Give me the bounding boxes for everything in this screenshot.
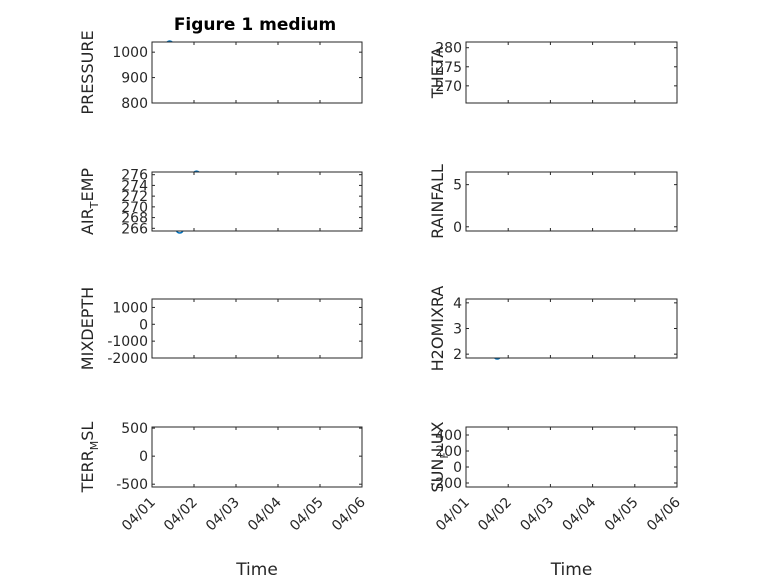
- axes-frame: [151, 298, 363, 359]
- ytick-label: 270: [121, 200, 148, 216]
- axes-frame: [151, 171, 363, 232]
- y-axis-label-part: SUN: [428, 459, 447, 493]
- xtick-label: 04/04: [245, 494, 285, 534]
- axes-frame: [151, 41, 363, 104]
- x-axis-label: Time: [550, 560, 593, 580]
- ytick-label: 1000: [112, 300, 148, 316]
- xtick-label: 04/03: [517, 495, 557, 535]
- x-axis-label: Time: [235, 560, 278, 580]
- axes-frame: [465, 298, 678, 359]
- y-axis-label: PRESSURE: [78, 30, 97, 114]
- subplot-pressure: 800 900 1000 PRESSURE: [78, 30, 363, 115]
- y-axis-label: MIXDEPTH: [78, 287, 97, 370]
- subplot-rainfall: 0 5 RAINFALL: [428, 164, 678, 239]
- ytick-label: 2: [453, 347, 462, 363]
- xtick-label: 04/02: [475, 495, 515, 535]
- subplot-h2omixra: 2 3 4 H2OMIXRA: [428, 286, 678, 372]
- ytick-label: 5: [453, 178, 462, 194]
- y-axis-label-part: SL: [78, 422, 97, 441]
- xtick-label: 04/05: [287, 495, 327, 535]
- ytick-label: 280: [435, 41, 462, 57]
- axes-frame: [151, 426, 363, 488]
- figure-title: Figure 1 medium: [174, 15, 336, 35]
- ytick-label: 276: [121, 168, 148, 184]
- ytick-label: 500: [121, 421, 148, 437]
- y-axis-label-subscript: T: [88, 201, 101, 209]
- ytick-label: 268: [121, 211, 148, 227]
- ytick-label: 0: [453, 460, 462, 476]
- ytick-label: 270: [435, 79, 462, 95]
- xtick-label: 04/06: [329, 494, 369, 534]
- ytick-label: 274: [121, 178, 148, 194]
- y-axis-label-part: TERR: [78, 450, 97, 493]
- ytick-label: 400: [435, 428, 462, 444]
- ytick-label: 200: [435, 444, 462, 460]
- axes-frame: [465, 171, 678, 232]
- axes-frame: [465, 426, 678, 488]
- y-axis-label: TERRMSL: [78, 422, 101, 494]
- ytick-label: 1000: [112, 45, 148, 61]
- xtick-label: 04/04: [560, 494, 600, 534]
- y-axis-label: THETA: [428, 47, 447, 99]
- xtick-label: 04/03: [203, 495, 243, 535]
- ytick-label: 266: [121, 221, 148, 237]
- ytick-label: 275: [435, 60, 462, 76]
- y-axis-label-subscript: M: [88, 441, 101, 451]
- y-axis-label-subscript: F: [438, 452, 451, 458]
- y-axis-label-part: LUX: [428, 421, 447, 452]
- ytick-label: 0: [139, 449, 148, 465]
- xtick-label: 04/05: [602, 495, 642, 535]
- ytick-label: -2000: [107, 351, 148, 367]
- ytick-label: 272: [121, 189, 148, 205]
- y-axis-label: SUNFLUX: [428, 421, 451, 492]
- y-axis-label: AIRTEMP: [78, 168, 101, 235]
- ytick-label: 900: [121, 71, 148, 87]
- ytick-label: -200: [430, 476, 462, 492]
- xtick-label: 04/01: [119, 495, 159, 535]
- ytick-label: -1000: [107, 334, 148, 350]
- y-axis-label-part: AIR: [78, 208, 97, 235]
- ytick-label: 4: [453, 296, 462, 312]
- y-axis-label: H2OMIXRA: [428, 286, 447, 372]
- axes-frame: [465, 41, 678, 104]
- ytick-label: 0: [453, 220, 462, 236]
- ytick-label: 3: [453, 322, 462, 338]
- xtick-label: 04/02: [161, 495, 201, 535]
- ytick-label: -500: [116, 477, 148, 493]
- y-axis-label: RAINFALL: [428, 164, 447, 239]
- subplot-terr_msl: -500 0 500 04/01 04/02 04/03 04/04 04/05 04/06 Ti…: [78, 421, 369, 580]
- ytick-label: 800: [121, 96, 148, 112]
- xtick-label: 04/06: [644, 494, 684, 534]
- xtick-label: 04/01: [433, 495, 473, 535]
- ytick-label: 0: [139, 317, 148, 333]
- y-axis-label-part: EMP: [78, 168, 97, 202]
